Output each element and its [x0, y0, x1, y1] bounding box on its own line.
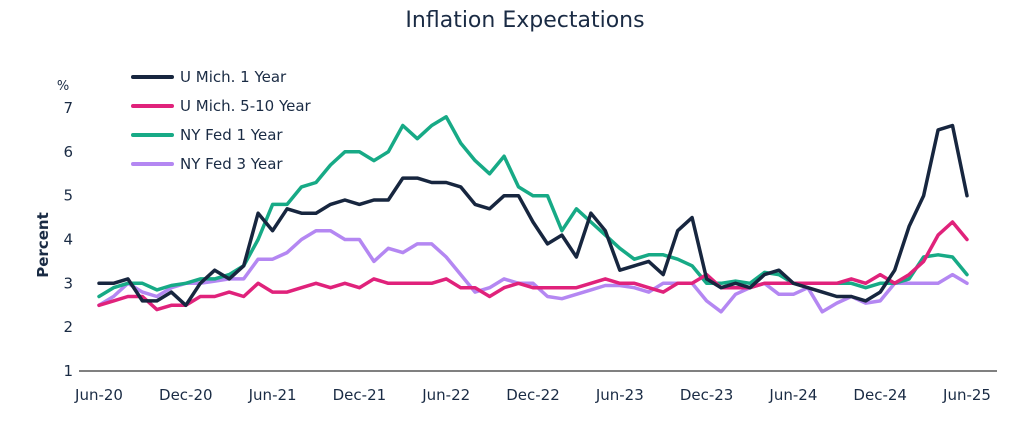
y-tick-label: 5 — [63, 187, 73, 205]
y-tick-label: 2 — [63, 318, 73, 336]
legend-label: U Mich. 5-10 Year — [180, 97, 312, 115]
x-tick-label: Jun-21 — [248, 386, 297, 404]
x-tick-label: Dec-21 — [333, 386, 387, 404]
series-lines — [97, 115, 969, 314]
legend-label: NY Fed 3 Year — [180, 155, 283, 173]
x-tick-label: Jun-22 — [421, 386, 470, 404]
axes: 1 2 3 4 5 6 7 Jun-20 Dec-20 Jun-21 Dec-21 Jun-22 Dec… — [63, 99, 997, 404]
x-tick-label: Dec-20 — [159, 386, 213, 404]
y-tick-label: 6 — [63, 143, 73, 161]
legend-label: NY Fed 1 Year — [180, 126, 283, 144]
y-tick-label: 3 — [63, 274, 73, 292]
chart-title: Inflation Expectations — [405, 8, 644, 33]
series-line-u-mich-5-10-year — [97, 220, 969, 312]
x-tick-label: Dec-23 — [680, 386, 734, 404]
y-tick-label: 1 — [63, 362, 73, 380]
x-tick-label: Jun-24 — [768, 386, 817, 404]
series-line-ny-fed-3-year — [97, 228, 969, 314]
series-line-u-mich-1-year — [97, 123, 969, 308]
y-axis-unit: % — [57, 79, 69, 94]
x-tick-label: Dec-24 — [853, 386, 907, 404]
y-tick-label: 4 — [63, 231, 73, 249]
x-tick-label: Jun-23 — [595, 386, 644, 404]
y-axis-label: Percent — [34, 212, 52, 277]
legend-label: U Mich. 1 Year — [180, 68, 287, 86]
y-tick-label: 7 — [63, 99, 73, 117]
x-tick-label: Jun-20 — [74, 386, 123, 404]
x-tick-label: Jun-25 — [942, 386, 991, 404]
legend: U Mich. 1 Year U Mich. 5-10 Year NY Fed 1 … — [131, 68, 312, 173]
x-tick-label: Dec-22 — [506, 386, 560, 404]
